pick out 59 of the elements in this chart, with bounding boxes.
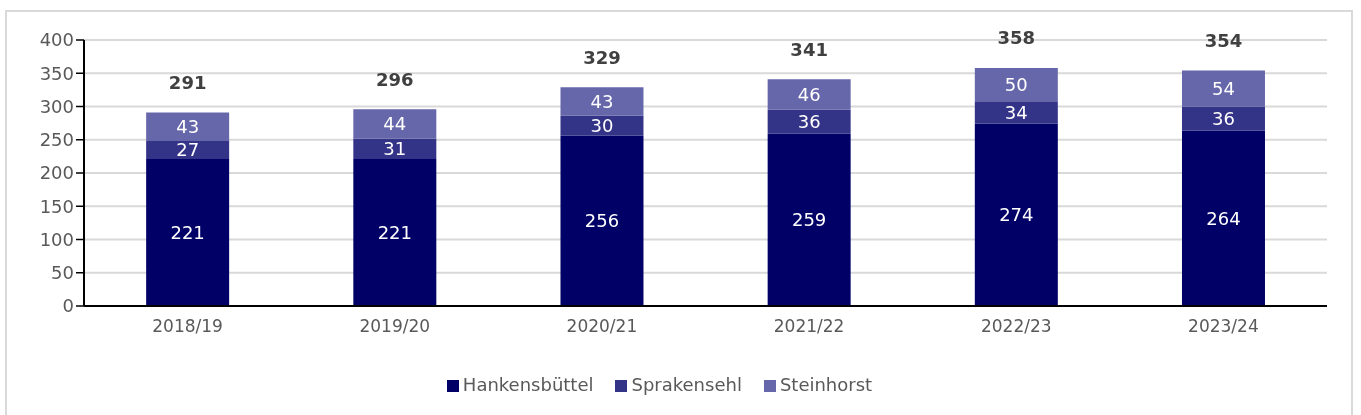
bar (560, 87, 644, 116)
legend-label: Sprakensehl (631, 374, 742, 395)
bar (146, 141, 230, 160)
total-label: 329 (583, 46, 621, 68)
y-tick-label: 350 (39, 62, 74, 84)
data-label: 256 (584, 210, 620, 232)
y-tick-label: 50 (51, 262, 74, 284)
data-label: 50 (1004, 73, 1028, 95)
total-label: 296 (376, 68, 414, 90)
bar (974, 67, 1058, 102)
bar (974, 101, 1058, 124)
bar (353, 109, 437, 139)
data-label: 259 (791, 209, 827, 231)
total-label: 358 (997, 27, 1036, 49)
data-label: 34 (1004, 101, 1028, 123)
bar (767, 109, 851, 134)
data-label: 36 (1212, 107, 1235, 129)
legend-label: Steinhorst (779, 374, 873, 395)
legend-label: Hankensbüttel (462, 374, 594, 395)
bar (560, 115, 644, 136)
data-label: 274 (999, 204, 1034, 226)
data-label: 36 (797, 111, 821, 133)
bar (974, 123, 1058, 306)
y-tick-label: 150 (39, 195, 74, 217)
total-label: 354 (1204, 30, 1243, 52)
total-label: 291 (168, 71, 207, 93)
x-tick-label: 2018/19 (152, 316, 223, 337)
data-label: 43 (590, 90, 614, 112)
bar (767, 79, 851, 110)
bar (1181, 130, 1265, 306)
y-tick-label: 100 (39, 228, 74, 250)
bar (146, 159, 230, 306)
x-tick-label: 2020/21 (566, 316, 638, 337)
x-tick-label: 2019/20 (359, 316, 431, 337)
data-label: 43 (176, 116, 200, 138)
x-tick-label: 2021/22 (773, 316, 845, 337)
bar (767, 133, 851, 306)
y-tick-label: 300 (39, 95, 74, 117)
data-label: 264 (1206, 207, 1241, 229)
y-tick-label: 0 (62, 295, 74, 317)
data-label: 46 (797, 83, 821, 105)
bar (146, 112, 230, 142)
bar (560, 135, 644, 306)
y-tick-label: 200 (39, 162, 74, 184)
data-label: 31 (383, 138, 407, 160)
data-label: 44 (383, 113, 407, 135)
bar (353, 138, 437, 160)
data-label: 54 (1212, 77, 1235, 99)
data-label: 30 (590, 115, 614, 137)
total-label: 341 (790, 38, 828, 60)
y-tick-label: 400 (39, 29, 74, 51)
data-label: 27 (176, 139, 200, 161)
data-label: 221 (170, 221, 205, 243)
bar (1181, 70, 1265, 107)
x-tick-label: 2022/23 (980, 316, 1052, 337)
bar (353, 159, 437, 306)
y-tick-label: 250 (39, 129, 74, 151)
x-tick-label: 2023/24 (1188, 316, 1259, 337)
data-label: 221 (377, 221, 412, 243)
